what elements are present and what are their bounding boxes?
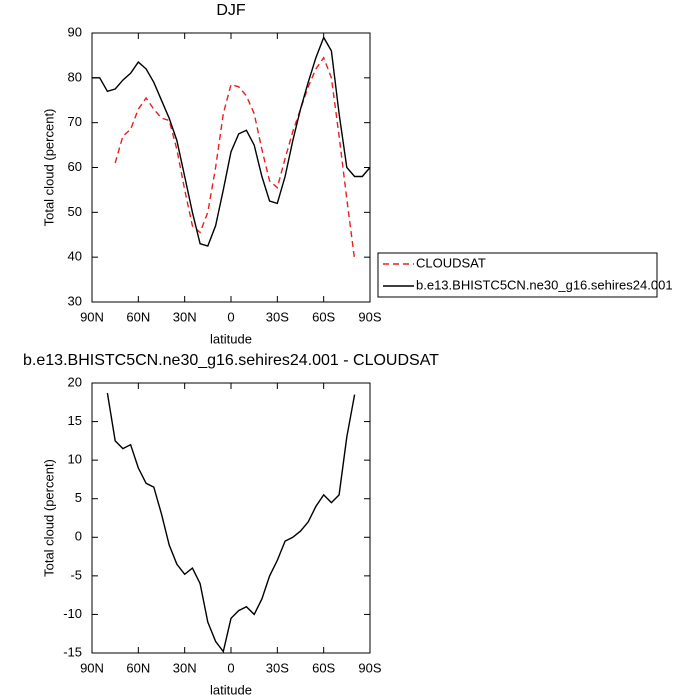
y-tick-label: 50 bbox=[68, 204, 82, 219]
plot-frame bbox=[91, 32, 371, 303]
x-tick-label: 30S bbox=[266, 660, 289, 675]
y-tick-label: 0 bbox=[75, 529, 82, 544]
x-tick-label: 30S bbox=[266, 309, 289, 324]
x-tick-label: 30N bbox=[173, 660, 197, 675]
x-tick-label: 90S bbox=[358, 309, 381, 324]
y-tick-label: 20 bbox=[68, 374, 82, 389]
data-line bbox=[106, 392, 356, 654]
y-tick-label: 80 bbox=[68, 69, 82, 84]
x-tick-label: 60N bbox=[126, 660, 150, 675]
x-tick-label: 60N bbox=[126, 309, 150, 324]
x-tick-label: 90N bbox=[80, 309, 104, 324]
chart-title: b.e13.BHISTC5CN.ne30_g16.sehires24.001 -… bbox=[23, 352, 439, 369]
y-axis-label: Total cloud (percent) bbox=[41, 459, 56, 577]
y-tick-label: 70 bbox=[68, 114, 82, 129]
y-tick-label: -15 bbox=[63, 644, 82, 659]
y-tick-label: -10 bbox=[63, 606, 82, 621]
legend-label: CLOUDSAT bbox=[416, 255, 486, 270]
y-axis-label: Total cloud (percent) bbox=[41, 109, 56, 227]
plot-frame bbox=[91, 382, 371, 654]
legend-box bbox=[377, 252, 658, 298]
y-tick-label: 10 bbox=[68, 452, 82, 467]
y-tick-label: 90 bbox=[68, 24, 82, 39]
y-tick-label: 40 bbox=[68, 249, 82, 264]
x-tick-label: 90N bbox=[80, 660, 104, 675]
y-tick-label: 60 bbox=[68, 159, 82, 174]
x-tick-label: 60S bbox=[312, 309, 335, 324]
y-tick-label: 5 bbox=[75, 490, 82, 505]
y-tick-label: -5 bbox=[70, 567, 82, 582]
x-tick-label: 0 bbox=[227, 309, 234, 324]
x-tick-label: 60S bbox=[312, 660, 335, 675]
x-tick-label: 30N bbox=[173, 309, 197, 324]
x-tick-label: 90S bbox=[358, 660, 381, 675]
data-line bbox=[114, 56, 356, 260]
legend-label: b.e13.BHISTC5CN.ne30_g16.sehires24.001 bbox=[416, 277, 673, 292]
x-axis-label: latitude bbox=[210, 331, 252, 346]
x-axis-label: latitude bbox=[210, 682, 252, 697]
y-tick-label: 15 bbox=[68, 413, 82, 428]
data-line bbox=[92, 35, 371, 247]
x-tick-label: 0 bbox=[227, 660, 234, 675]
chart-title: DJF bbox=[216, 2, 246, 19]
y-tick-label: 30 bbox=[68, 293, 82, 308]
